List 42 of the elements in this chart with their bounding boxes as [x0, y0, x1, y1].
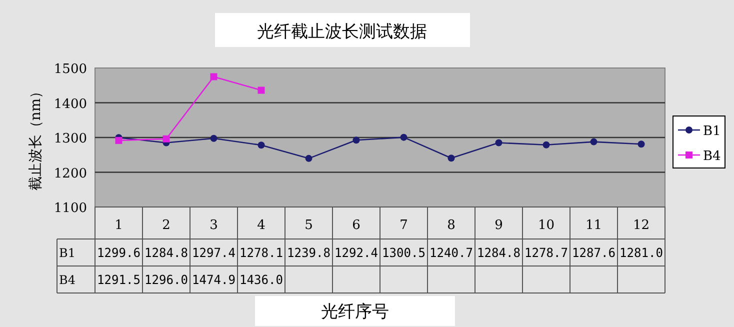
point: [258, 86, 265, 94]
text: B1: [59, 246, 76, 260]
data-label: 1299.6: [97, 245, 142, 260]
data-label: 1287.6: [572, 245, 618, 260]
data-label: 1296.0: [144, 272, 190, 287]
y-tick-label: 1400: [54, 96, 87, 112]
y-tick-label: 1100: [54, 201, 87, 216]
point: [448, 154, 455, 162]
data-label: 1239.8: [287, 245, 332, 260]
data-label: 1300.5: [382, 245, 428, 260]
y-tick-label: 1300: [54, 132, 87, 146]
point: [638, 140, 645, 148]
legend-label: B4: [703, 149, 721, 164]
data-label: 1240.7: [430, 245, 475, 260]
data-label: 1284.8: [144, 245, 190, 260]
point: [495, 139, 502, 146]
y-axis-title: 截止波长（nm）: [28, 84, 44, 191]
y-tick-label: 1500: [54, 62, 87, 77]
point: [542, 141, 550, 148]
data-label: 1436.0: [240, 272, 285, 287]
data-label: 1474.9: [192, 272, 238, 287]
point: [115, 136, 122, 144]
data-label: 1278.1: [240, 245, 285, 260]
data-label: 1281.0: [620, 245, 665, 260]
point: [258, 142, 265, 149]
text: B4: [59, 273, 76, 287]
data-label: 1278.7: [524, 245, 570, 260]
point: [162, 135, 170, 142]
data-label: 1297.4: [192, 245, 238, 260]
y-tick-label: 1200: [54, 166, 87, 182]
data-label: 1292.4: [334, 245, 380, 260]
chart-title: 光纤截止波长测试数据: [257, 22, 427, 42]
point: [210, 134, 218, 142]
point: [590, 138, 598, 146]
legend-label: B1: [703, 124, 721, 139]
point: [210, 73, 218, 80]
x-axis-title: 光纤序号: [321, 302, 389, 322]
data-label: 1291.5: [97, 272, 142, 287]
data-label: 1284.8: [477, 245, 522, 260]
point: [400, 134, 408, 141]
point: [352, 136, 360, 144]
point: [305, 154, 312, 162]
